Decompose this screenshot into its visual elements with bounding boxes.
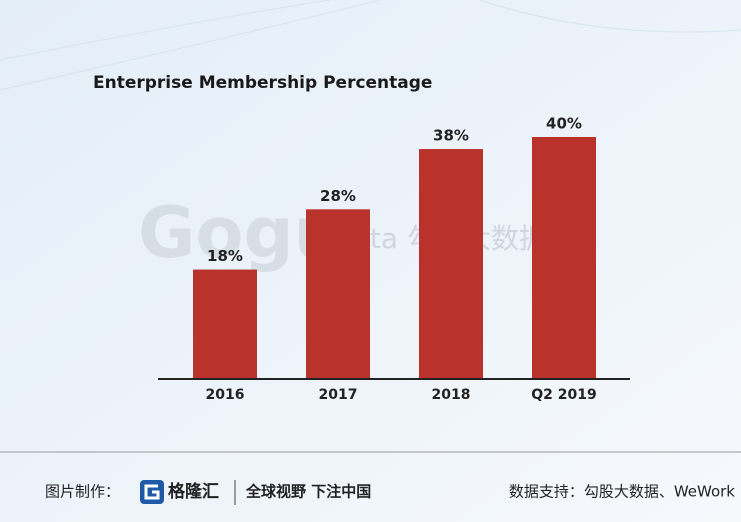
data-label: 40% bbox=[546, 115, 582, 133]
x-tick-label: 2018 bbox=[432, 387, 471, 403]
x-tick-label: Q2 2019 bbox=[531, 387, 596, 403]
data-label: 38% bbox=[433, 127, 469, 145]
data-label: 18% bbox=[207, 247, 243, 265]
x-tick-label: 2017 bbox=[319, 387, 358, 403]
data-label: 28% bbox=[320, 187, 356, 205]
bar bbox=[193, 269, 257, 378]
decoration bbox=[0, 0, 741, 91]
footer-brand: 格隆汇 bbox=[168, 481, 219, 502]
footer-slogan: 全球视野 下注中国 bbox=[245, 483, 371, 501]
bar bbox=[306, 209, 370, 378]
footer-source: 数据支持：勾股大数据、WeWork bbox=[509, 483, 735, 501]
chart-title: Enterprise Membership Percentage bbox=[93, 73, 432, 93]
bar bbox=[532, 137, 596, 378]
x-tick-label: 2016 bbox=[206, 387, 245, 403]
brand-icon-glyph bbox=[144, 484, 160, 500]
footer-label: 图片制作： bbox=[45, 483, 120, 501]
bar bbox=[419, 149, 483, 378]
